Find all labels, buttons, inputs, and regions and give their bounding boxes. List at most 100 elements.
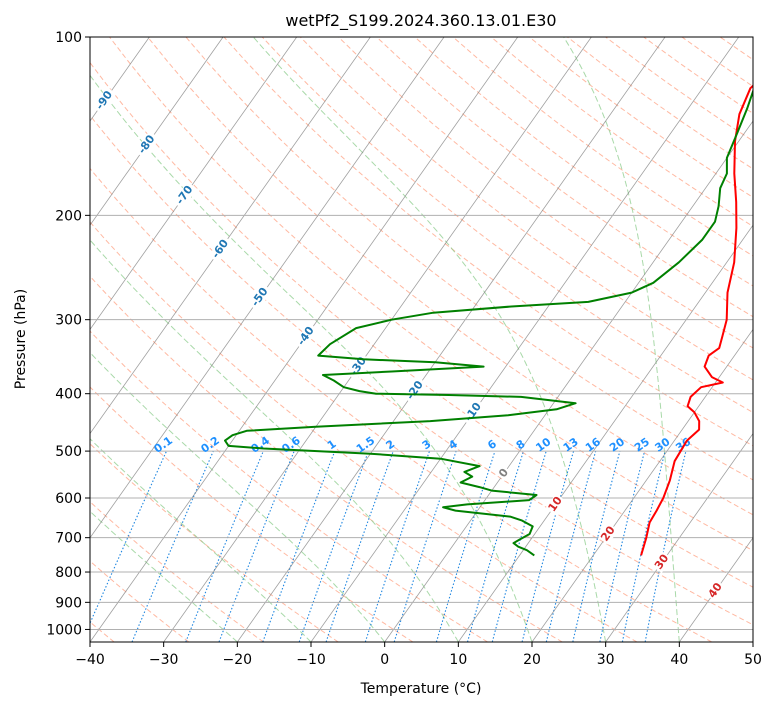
mixing-ratio-label: 0.6 <box>279 434 303 456</box>
isotherm <box>90 37 298 331</box>
y-tick-label: 300 <box>55 313 82 329</box>
chart-title: wetPf2_S199.2024.360.13.01.E30 <box>285 11 556 31</box>
y-tick-label: 900 <box>55 595 82 611</box>
dry-adiabat <box>299 37 753 381</box>
mixing-ratio-line <box>364 450 431 642</box>
mixing-ratio-line <box>521 450 575 642</box>
mixing-ratio-line <box>644 450 687 642</box>
dry-adiabat <box>719 37 753 61</box>
y-tick-label: 400 <box>55 387 82 403</box>
line-label-bg <box>134 131 160 159</box>
isotherm <box>90 37 371 435</box>
isotherms <box>0 37 753 642</box>
mixing-ratio-label: 0.4 <box>249 434 273 456</box>
line-label-bg <box>208 235 233 263</box>
y-tick-label: 700 <box>55 531 82 547</box>
line-label-bg <box>495 465 513 482</box>
line-label-bg <box>92 86 117 115</box>
dry-adiabats <box>90 37 775 642</box>
dry-adiabat <box>90 443 339 642</box>
line-labels: -100-90-80-70-60-50-40-30-20-10010203040… <box>44 45 726 602</box>
dry-adiabat <box>90 167 712 642</box>
line-label: -100 <box>45 46 72 76</box>
x-tick-label: 0 <box>380 652 389 668</box>
isotherm <box>163 37 592 642</box>
sounding-profiles <box>224 84 753 557</box>
dry-adiabat <box>90 114 753 626</box>
y-axis-ticks: 100 200 300 400 500 600 700 800 900 1000 <box>46 30 90 638</box>
y-tick-label: 600 <box>55 491 82 507</box>
dry-adiabat <box>90 61 753 588</box>
mixing-ratio-label: 25 <box>632 435 652 454</box>
dry-adiabat <box>452 37 753 257</box>
mixing-ratio-line <box>621 450 666 642</box>
y-tick-label: 500 <box>55 444 82 460</box>
mixing-ratio-lines <box>90 450 687 642</box>
mixing-ratio-label: 0.2 <box>198 434 221 456</box>
line-label: 40 <box>705 580 725 600</box>
dry-adiabat <box>758 37 775 642</box>
mixing-ratio-label: 20 <box>607 435 627 455</box>
y-tick-label: 200 <box>55 208 82 224</box>
mixing-ratio-line <box>599 450 646 642</box>
isotherm <box>90 37 224 226</box>
moist-adiabat <box>90 239 459 642</box>
y-tick-label: 100 <box>55 30 82 46</box>
x-tick-label: 10 <box>449 652 467 668</box>
isotherm <box>605 432 753 642</box>
mixing-ratio-line <box>466 450 525 642</box>
line-label: 10 <box>545 494 565 514</box>
mixing-ratio-line <box>298 450 370 642</box>
y-axis-label: Pressure (hPa) <box>13 289 29 389</box>
moist-adiabat <box>90 438 312 642</box>
isotherm <box>458 224 753 642</box>
dry-adiabat <box>147 37 753 516</box>
x-tick-label: −20 <box>223 652 253 668</box>
dry-adiabat <box>90 386 414 642</box>
dry-adiabat <box>681 37 753 87</box>
moist-adiabat <box>563 37 680 642</box>
mixing-ratio-label: 16 <box>583 435 603 455</box>
mixing-ratio-line <box>131 450 214 642</box>
mixing-ratio-label: 8 <box>514 437 528 452</box>
line-label-bg <box>247 283 273 311</box>
line-label-bg <box>598 523 619 545</box>
moist-adiabat <box>90 351 386 642</box>
mixing-ratio-line <box>90 450 168 625</box>
y-tick-label: 1000 <box>46 622 82 638</box>
line-label-bg <box>44 45 72 78</box>
moist-adiabat <box>90 74 533 642</box>
pressure-gridlines <box>90 37 753 630</box>
dry-adiabat <box>90 275 563 642</box>
line-label-bg <box>545 493 566 516</box>
dry-adiabat <box>90 501 264 642</box>
mixing-ratio-label: 13 <box>561 435 581 454</box>
mixing-ratio-line <box>572 450 621 642</box>
dry-adiabat <box>376 37 753 318</box>
dry-adiabat <box>90 560 190 642</box>
isotherm <box>0 37 76 642</box>
mixing-ratio-line <box>262 450 336 642</box>
mixing-ratio-label: 10 <box>533 435 553 455</box>
x-tick-label: −10 <box>296 652 326 668</box>
isotherm <box>310 37 740 642</box>
x-tick-label: −40 <box>75 652 105 668</box>
dry-adiabat <box>261 37 753 414</box>
moist-adiabats <box>90 37 680 642</box>
mixing-ratio-line <box>545 450 597 642</box>
dry-adiabat <box>185 37 753 481</box>
line-label-bg <box>172 181 197 209</box>
isotherm <box>90 37 445 539</box>
temperature-profile <box>640 84 753 556</box>
mixing-ratio-label: 6 <box>485 437 499 452</box>
line-label-bg <box>652 551 673 574</box>
dry-adiabat <box>90 221 638 642</box>
isotherm <box>384 120 753 642</box>
mixing-ratio-line <box>393 450 457 642</box>
line-label-bg <box>403 376 428 405</box>
x-tick-label: 30 <box>597 652 615 668</box>
moist-adiabat <box>90 510 238 642</box>
x-tick-label: 50 <box>744 652 762 668</box>
x-tick-label: −30 <box>149 652 179 668</box>
